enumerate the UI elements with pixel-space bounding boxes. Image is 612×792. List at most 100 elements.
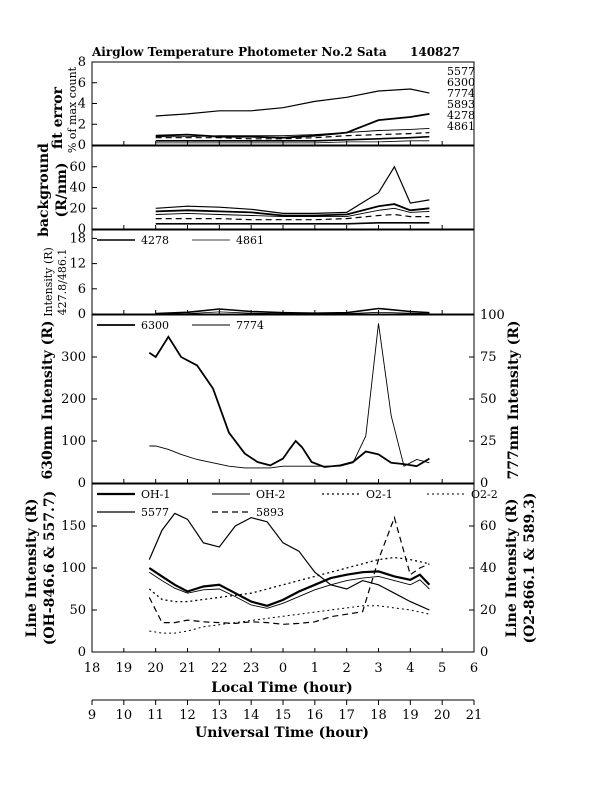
ut-tick-label: 19 (402, 708, 419, 723)
universal-time-label: Universal Time (hour) (195, 725, 369, 741)
y-tick-label: 0 (78, 222, 86, 237)
ut-tick-label: 16 (307, 708, 324, 723)
series-line-OH-2 (149, 571, 430, 609)
legend-label-7774: 7774 (447, 87, 475, 100)
legend-label-4278: 4278 (447, 109, 475, 122)
ut-tick-label: 11 (147, 708, 164, 723)
figure-date: 140827 (410, 45, 460, 59)
legend-label-4861: 4861 (236, 234, 264, 247)
series-line-4861 (155, 311, 430, 315)
panels: 0246855776300777458934278486102040600612… (61, 55, 505, 723)
legend-label-OH-1: OH-1 (141, 488, 170, 501)
series-line-5893 (155, 132, 430, 140)
y-tick-label: 40 (69, 181, 86, 196)
series-line-6300 (155, 113, 430, 139)
legend-label-5577: 5577 (141, 506, 169, 519)
ut-tick-label: 15 (275, 708, 292, 723)
panel4-ylabel-right: 777nm Intensity (R) (506, 321, 522, 480)
y-tick-label: 8 (78, 55, 86, 70)
local-tick-label: 23 (243, 661, 260, 676)
ut-tick-label: 18 (370, 708, 387, 723)
legend-label-O2-1: O2-1 (366, 488, 393, 501)
series-line-4278 (155, 307, 430, 315)
legend-label-4861: 4861 (447, 120, 475, 133)
panel4-ylabel: 630nm Intensity (R) (40, 321, 56, 480)
local-tick-label: 21 (179, 661, 196, 676)
series-line-OH-1 (148, 567, 431, 607)
panel3-ylabel2: 427.8/486.1 (56, 249, 69, 316)
y-right-tick-label: 75 (480, 350, 497, 365)
y-right-tick-label: 50 (480, 392, 497, 407)
y-tick-label: 50 (69, 603, 86, 618)
ut-tick-label: 9 (88, 708, 96, 723)
y-right-tick-label: 0 (480, 476, 488, 491)
series-line-5577 (148, 512, 430, 611)
local-tick-label: 5 (438, 661, 446, 676)
local-tick-label: 1 (311, 661, 319, 676)
ut-tick-label: 21 (466, 708, 483, 723)
local-tick-label: 4 (406, 661, 414, 676)
series-line-4278 (155, 135, 430, 142)
panel1-ylabel2: % of max count (66, 66, 79, 153)
y-tick-label: 2 (78, 117, 86, 132)
legend-label-5893: 5893 (256, 506, 284, 519)
legend-label-5893: 5893 (447, 98, 475, 111)
legend-label-7774: 7774 (236, 319, 264, 332)
local-tick-label: 22 (211, 661, 228, 676)
legend-label-6300: 6300 (447, 76, 475, 89)
panel2-ylabel2: (R/nm) (54, 163, 70, 218)
series-line-6300 (148, 335, 430, 468)
ut-tick-label: 12 (179, 708, 196, 723)
series-line-5893 (155, 213, 430, 221)
panel5-ylabel: Line Intensity (R) (24, 499, 40, 638)
series-line-6300 (155, 203, 430, 217)
figure-title: Airglow Temperature Photometer No.2 Sata (91, 45, 387, 59)
panel-blue-lines: 0 6 12 18 4278 4861 (69, 229, 475, 322)
y-tick-label: 150 (61, 519, 86, 534)
series-line-5577 (155, 165, 430, 214)
y-right-tick-label: 0 (480, 645, 488, 660)
y-tick-label: 0 (78, 138, 86, 153)
panel5-ylabel-right2: (O2-866.1 & 589.3) (522, 492, 538, 643)
y-tick-label: 0 (78, 307, 86, 322)
local-tick-label: 6 (470, 661, 478, 676)
y-tick-label: 300 (61, 350, 86, 365)
y-tick-label: 100 (61, 561, 86, 576)
y-right-tick-label: 60 (480, 519, 497, 534)
y-tick-label: 200 (61, 392, 86, 407)
panel1-ylabel: fit error (50, 86, 66, 149)
ut-tick-label: 20 (434, 708, 451, 723)
legend-label-6300: 6300 (141, 319, 169, 332)
panel-background: 0 20 40 60 (69, 145, 475, 237)
panel-line-intensity: 0 50 100 150 0 20 40 60 OH-1 OH-2 5577 5893 O2-1 O2-2 (61, 483, 498, 660)
series-line-O2-2 (149, 605, 430, 634)
panel-frame (91, 61, 475, 146)
local-tick-label: 2 (343, 661, 351, 676)
ut-tick-label: 10 (116, 708, 133, 723)
legend-label-OH-2: OH-2 (256, 488, 285, 501)
local-tick-label: 19 (116, 661, 133, 676)
series-line-4861 (155, 140, 430, 144)
ut-tick-label: 13 (211, 708, 228, 723)
y-right-tick-label: 25 (480, 434, 497, 449)
panel2-ylabel: background (36, 143, 52, 237)
series-line-O2-1 (148, 556, 430, 603)
panel3-ylabel: Intensity (R) (42, 247, 55, 317)
panel-red-ir: 0 100 200 300 0 25 50 75 100 6300 7774 (61, 308, 505, 491)
panel5-ylabel2: (OH-846.6 & 557.7) (42, 491, 58, 646)
series-line-5577 (155, 88, 430, 117)
y-tick-label: 0 (78, 476, 86, 491)
y-tick-label: 4 (78, 97, 86, 112)
local-tick-label: 3 (374, 661, 382, 676)
y-tick-label: 60 (69, 160, 86, 175)
y-right-tick-label: 40 (480, 561, 497, 576)
ut-tick-label: 14 (243, 708, 260, 723)
local-time-label: Local Time (hour) (211, 680, 353, 696)
series-line-5893 (148, 515, 430, 625)
legend-label-O2-2: O2-2 (471, 488, 498, 501)
legend-label-4278: 4278 (141, 234, 169, 247)
local-tick-label: 0 (279, 661, 287, 676)
y-tick-label: 100 (61, 434, 86, 449)
